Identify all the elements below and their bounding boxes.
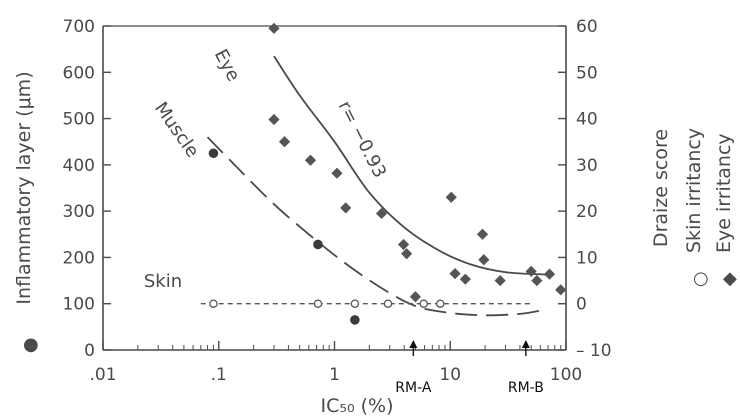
point-eye-irritancy xyxy=(375,207,388,220)
point-skin-irritancy xyxy=(436,299,445,308)
legend-symbol: ◆ xyxy=(723,268,737,289)
marker-arrow-head xyxy=(521,340,530,348)
point-eye-irritancy xyxy=(531,274,543,287)
point-eye-irritancy xyxy=(401,248,413,260)
right-y-tick-label: 60 xyxy=(576,17,598,37)
point-eye-irritancy xyxy=(331,167,343,179)
point-eye-irritancy xyxy=(525,265,537,277)
point-eye-irritancy xyxy=(268,113,280,126)
right-y-tick-label: 40 xyxy=(576,110,598,130)
curve-label-muscle: Muscle xyxy=(150,98,203,161)
marker-label-rm-a: RM-A xyxy=(395,380,432,396)
point-eye-irritancy xyxy=(476,228,489,240)
legend-symbol: ○ xyxy=(693,268,709,289)
point-eye-irritancy xyxy=(555,284,567,296)
right-y-tick-label: 10 xyxy=(576,248,598,268)
legend-label: Skin irritancy xyxy=(683,128,705,253)
point-inflammatory-layer xyxy=(350,315,360,325)
right-y-tick-label: 50 xyxy=(576,63,598,83)
marker-label-rm-b: RM-B xyxy=(508,380,544,396)
left-y-tick-label: 700 xyxy=(63,17,95,37)
point-eye-irritancy xyxy=(278,136,291,148)
left-y-tick-label: 500 xyxy=(63,110,95,130)
left-y-tick-label: 400 xyxy=(63,156,95,176)
point-eye-irritancy xyxy=(494,274,506,287)
point-skin-irritancy xyxy=(419,299,428,308)
curve-muscle xyxy=(206,136,541,317)
labels-layer: .01 .1 1 10 100 0 100 200 300 400 500 600 700 – 10 0 10… xyxy=(13,17,737,417)
point-skin-irritancy xyxy=(209,299,218,308)
point-eye-irritancy xyxy=(459,273,471,285)
left-y-tick-label: 0 xyxy=(84,341,95,361)
curve-label-eye: Eye xyxy=(210,46,244,85)
point-eye-irritancy xyxy=(340,202,352,214)
point-skin-irritancy xyxy=(350,299,360,308)
right-y-tick-label: 30 xyxy=(576,156,598,176)
point-inflammatory-layer xyxy=(208,148,219,159)
x-tick-label: 1 xyxy=(329,365,340,385)
point-skin-irritancy xyxy=(313,299,323,308)
point-eye-irritancy xyxy=(304,154,317,166)
right-y-tick-label: 20 xyxy=(576,202,598,222)
points-layer xyxy=(208,22,567,325)
point-eye-irritancy xyxy=(397,238,410,251)
legend-label: Eye irritancy xyxy=(713,133,735,253)
point-inflammatory-layer xyxy=(313,239,323,250)
x-tick-label: .1 xyxy=(211,365,227,385)
x-tick-label: 10 xyxy=(439,365,461,385)
left-y-tick-label: 100 xyxy=(63,295,95,315)
curve-label-skin: Skin xyxy=(144,271,182,292)
x-tick-label: 100 xyxy=(550,365,582,385)
left-axis-title: Inflammatory layer (μm) xyxy=(13,71,35,304)
right-axis-title: Draize score xyxy=(650,129,672,247)
left-y-tick-label: 600 xyxy=(63,63,95,83)
point-eye-irritancy xyxy=(268,22,280,34)
point-eye-irritancy xyxy=(409,291,422,303)
x-axis-title: IC₅₀ (%) xyxy=(320,395,393,417)
axes-layer xyxy=(102,25,567,351)
point-eye-irritancy xyxy=(543,268,556,280)
point-eye-irritancy xyxy=(449,268,461,280)
right-y-tick-label: – 10 xyxy=(576,341,612,361)
curves-layer xyxy=(200,55,549,317)
curve-eye xyxy=(273,55,549,276)
marker-arrow-head xyxy=(409,340,418,348)
left-y-tick-label: 300 xyxy=(63,202,95,222)
left-y-tick-label: 200 xyxy=(63,248,95,268)
point-eye-irritancy xyxy=(478,254,490,266)
point-skin-irritancy xyxy=(383,299,393,308)
x-tick-label: .01 xyxy=(89,365,116,385)
point-eye-irritancy xyxy=(445,191,457,203)
right-y-tick-label: 0 xyxy=(576,295,587,315)
correlation-annotation: r= −0.93 xyxy=(334,98,391,182)
legend-symbol: ● xyxy=(23,334,39,355)
